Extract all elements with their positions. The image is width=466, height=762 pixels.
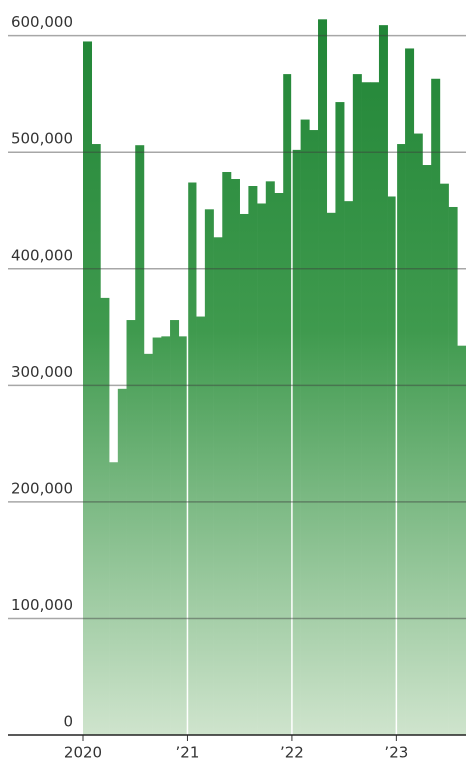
bar xyxy=(335,102,345,736)
y-tick-label: 0 xyxy=(63,713,73,731)
x-tick-label: ’23 xyxy=(384,744,408,762)
bar xyxy=(352,74,362,735)
bar xyxy=(170,320,180,735)
bar xyxy=(152,337,162,735)
bar xyxy=(126,320,136,735)
y-tick-label: 300,000 xyxy=(11,363,73,381)
bar xyxy=(135,145,145,735)
bar xyxy=(213,237,223,735)
bar xyxy=(204,209,214,735)
bar xyxy=(91,144,101,736)
y-tick-label: 100,000 xyxy=(11,596,73,614)
bar xyxy=(361,82,371,735)
bar xyxy=(283,74,293,735)
bar xyxy=(457,345,466,735)
bar xyxy=(431,78,441,735)
bar xyxy=(239,213,249,736)
bar xyxy=(309,130,319,735)
bar xyxy=(448,206,458,735)
bar xyxy=(413,133,423,735)
bar xyxy=(396,144,406,736)
y-tick-label: 400,000 xyxy=(11,246,73,264)
bar xyxy=(100,297,110,735)
bar xyxy=(422,165,432,735)
y-tick-label: 200,000 xyxy=(11,479,73,497)
bar xyxy=(378,25,388,736)
x-tick-label: ’22 xyxy=(280,744,304,762)
bar xyxy=(117,388,127,735)
y-tick-label: 500,000 xyxy=(11,130,73,148)
bar xyxy=(370,82,380,735)
bar xyxy=(109,462,119,735)
bar xyxy=(265,181,275,735)
bar xyxy=(143,353,153,735)
bar xyxy=(83,41,93,736)
bar xyxy=(439,183,449,735)
bar xyxy=(257,203,267,735)
bar xyxy=(291,149,301,736)
bar xyxy=(344,201,354,736)
bar xyxy=(326,212,336,736)
bar xyxy=(387,196,397,735)
y-tick-label: 600,000 xyxy=(11,13,73,31)
x-tick-label: ’21 xyxy=(176,744,200,762)
bar xyxy=(187,182,197,736)
bar xyxy=(178,336,188,735)
bar xyxy=(196,316,206,735)
bar xyxy=(161,336,171,735)
bar xyxy=(300,119,310,736)
bar xyxy=(230,179,240,736)
bar xyxy=(405,48,415,735)
bar xyxy=(222,172,232,735)
bar xyxy=(274,192,284,735)
bar xyxy=(248,186,258,735)
x-tick-label: 2020 xyxy=(64,744,102,762)
bar xyxy=(318,19,328,735)
